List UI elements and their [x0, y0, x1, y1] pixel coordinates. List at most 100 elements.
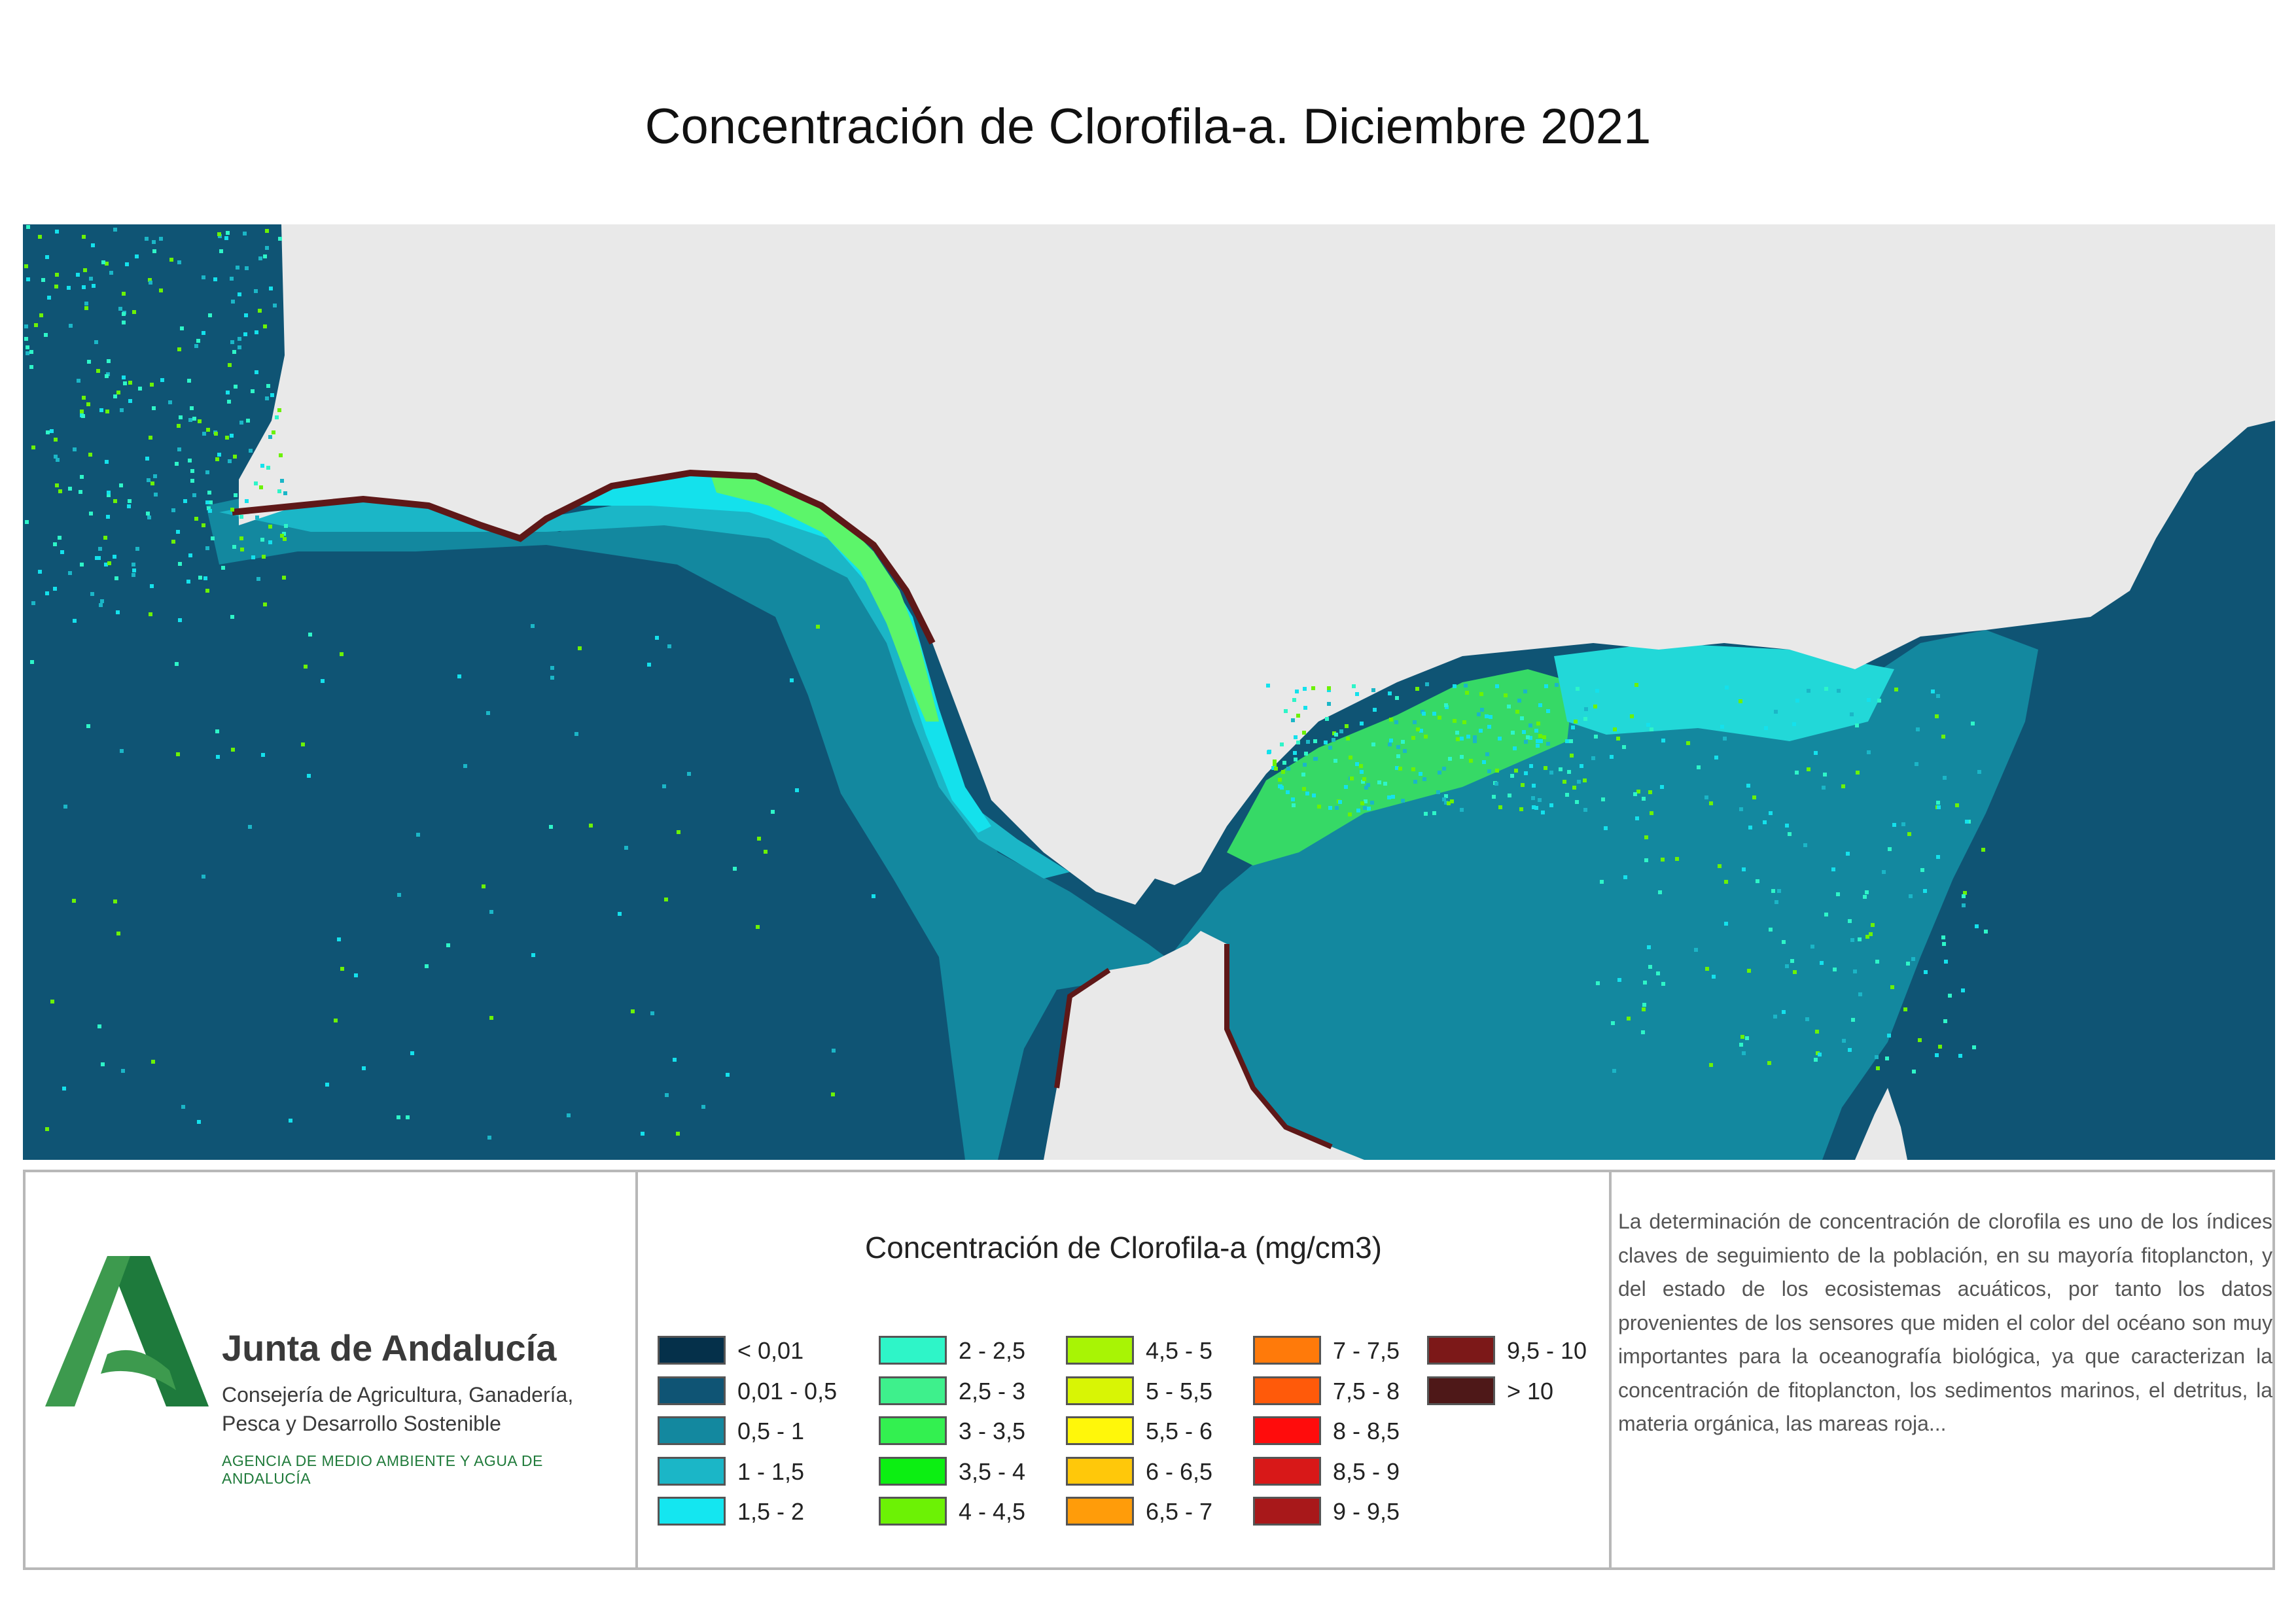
speckle — [171, 508, 175, 512]
land-iberia — [239, 224, 2275, 905]
speckle — [550, 676, 554, 680]
speckle — [1334, 733, 1338, 737]
speckle — [73, 447, 77, 451]
speckle — [171, 540, 175, 544]
speckle — [1507, 705, 1511, 708]
speckle — [24, 264, 28, 268]
speckle — [1313, 739, 1317, 743]
speckle — [1296, 741, 1300, 744]
speckle — [183, 499, 187, 503]
speckle — [1301, 773, 1305, 777]
speckle — [1856, 771, 1860, 775]
speckle — [1303, 706, 1307, 710]
speckle — [1867, 698, 1871, 702]
speckle — [1661, 858, 1665, 862]
speckle — [1529, 764, 1533, 768]
speckle — [67, 286, 71, 290]
speckle — [1528, 724, 1532, 727]
speckle — [96, 369, 100, 373]
speckle — [53, 542, 57, 546]
speckle — [1364, 786, 1368, 790]
speckle — [262, 555, 266, 559]
speckle — [1942, 942, 1946, 946]
speckle — [1274, 767, 1278, 771]
speckle — [1455, 731, 1459, 735]
speckle — [1739, 807, 1743, 811]
legend-swatch — [879, 1376, 947, 1405]
speckle — [1304, 752, 1308, 756]
speckle — [150, 383, 154, 387]
speckle — [1962, 903, 1966, 907]
speckle — [1492, 795, 1496, 799]
speckle — [1311, 686, 1315, 690]
speckle — [667, 644, 671, 648]
speckle — [1941, 935, 1945, 939]
speckle — [1344, 785, 1348, 789]
legend-swatch — [1253, 1416, 1321, 1445]
speckle — [122, 292, 126, 296]
legend-label: 1,5 - 2 — [737, 1498, 805, 1525]
speckle — [1521, 783, 1525, 787]
speckle — [1912, 1070, 1916, 1073]
speckle — [1444, 703, 1448, 707]
speckle — [1536, 744, 1540, 748]
speckle — [152, 240, 156, 244]
speckle — [1411, 736, 1415, 740]
speckle — [1742, 867, 1746, 871]
speckle — [25, 520, 29, 524]
speckle — [72, 899, 76, 903]
legend-label: 4,5 - 5 — [1146, 1337, 1213, 1364]
speckle — [123, 381, 127, 385]
legend-label: 0,01 - 0,5 — [737, 1377, 838, 1405]
speckle — [1616, 737, 1620, 741]
speckle — [208, 509, 212, 513]
speckle — [1419, 772, 1422, 776]
speckle — [1511, 731, 1515, 735]
speckle — [1504, 693, 1508, 697]
legend-label: 8 - 8,5 — [1333, 1418, 1400, 1444]
speckle — [1395, 766, 1399, 770]
coast-mid-alboran — [1554, 643, 1894, 741]
speckle — [1613, 727, 1617, 731]
legend-swatch — [658, 1336, 726, 1365]
speckle — [1961, 988, 1965, 992]
speckle — [1642, 1003, 1646, 1007]
speckle — [147, 478, 150, 482]
land-africa — [1044, 931, 1364, 1160]
speckle — [265, 396, 269, 400]
speckle — [240, 548, 244, 551]
speckle — [1923, 889, 1927, 893]
speckle — [132, 310, 136, 314]
speckle — [24, 324, 28, 328]
speckle — [321, 679, 325, 683]
speckle — [1395, 696, 1399, 700]
speckle — [226, 391, 230, 394]
speckle — [1924, 970, 1928, 974]
speckle — [1875, 1055, 1879, 1059]
speckle — [1697, 765, 1701, 769]
speckle — [655, 636, 659, 640]
speckle — [1742, 1051, 1746, 1055]
speckle — [1413, 720, 1417, 724]
speckle — [1305, 792, 1309, 795]
speckle — [1345, 724, 1349, 728]
speckle — [1524, 771, 1528, 775]
speckle — [103, 536, 107, 540]
speckle — [1432, 712, 1436, 716]
speckle — [1823, 773, 1827, 777]
speckle — [1317, 805, 1321, 809]
speckle — [1422, 777, 1426, 781]
speckle — [205, 470, 209, 474]
speckle — [202, 523, 205, 527]
speckle — [1559, 767, 1563, 771]
speckle — [1977, 770, 1981, 774]
speckle — [1944, 960, 1948, 964]
speckle — [119, 483, 123, 487]
speckle — [1583, 778, 1587, 782]
speckle — [1803, 843, 1807, 847]
speckle — [1871, 923, 1875, 927]
speckle — [99, 408, 103, 412]
legend-swatch — [658, 1456, 726, 1486]
speckle — [169, 258, 173, 262]
speckle — [1498, 805, 1502, 809]
